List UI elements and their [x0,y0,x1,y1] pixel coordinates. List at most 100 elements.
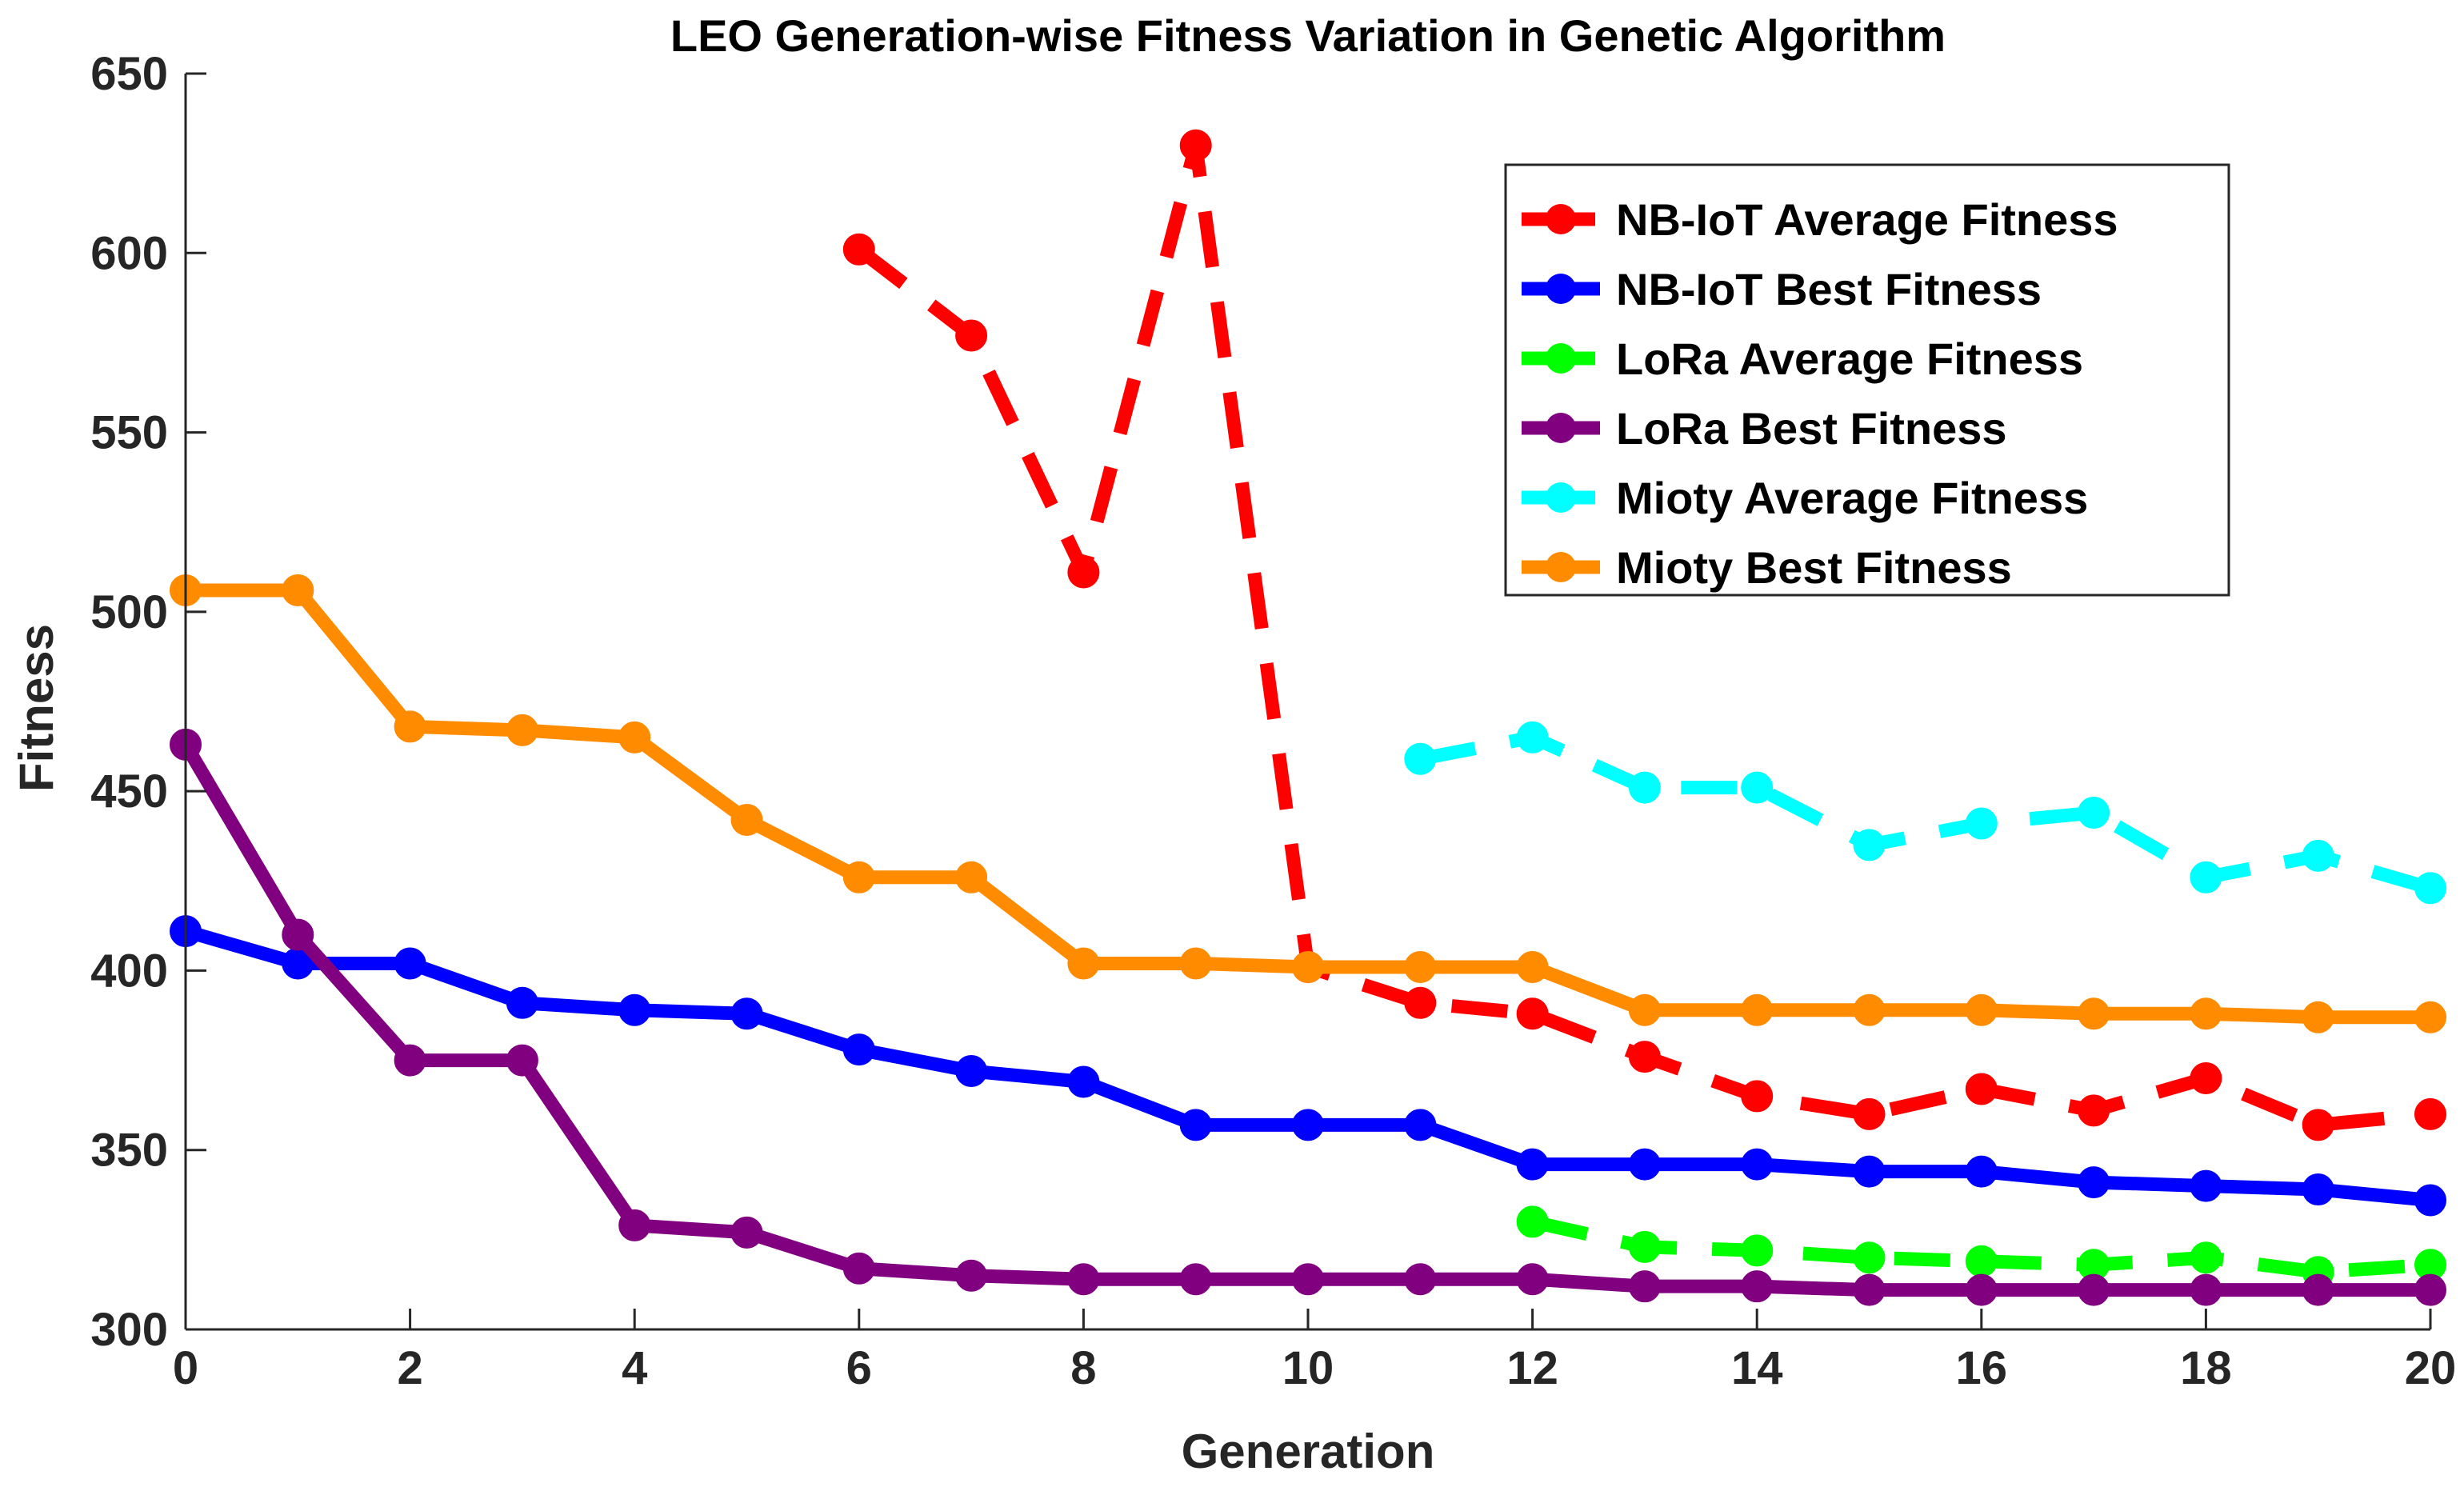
data-point-5 [842,861,875,893]
legend-marker-3 [1546,413,1576,443]
data-point-4 [2414,872,2446,905]
legend-label: Mioty Average Fitness [1616,473,2088,523]
legend-label: LoRa Best Fitness [1616,403,2007,454]
data-point-1 [2190,1169,2222,1202]
data-point-5 [1404,950,1437,983]
legend-marker-2 [1546,343,1576,374]
data-point-5 [1516,950,1549,983]
y-tick-label: 600 [90,227,168,279]
data-point-4 [1741,771,1774,804]
data-point-0 [1067,556,1100,589]
data-point-3 [1516,1263,1549,1296]
data-point-3 [282,918,314,951]
legend-label: Mioty Best Fitness [1616,542,2012,593]
data-point-5 [618,721,651,753]
data-point-5 [394,710,426,743]
series-line-2 [1530,1215,2431,1279]
data-point-1 [394,947,426,980]
data-point-5 [955,861,988,893]
data-point-2 [1853,1241,1886,1274]
data-point-0 [1741,1080,1774,1113]
x-axis-label: Generation [1182,1425,1435,1478]
data-point-2 [2190,1241,2222,1274]
y-tick-label: 650 [90,48,168,100]
data-point-4 [2078,797,2110,829]
data-point-1 [1067,1065,1100,1098]
y-tick-label: 500 [90,586,168,638]
legend: NB-IoT Average Fitness NB-IoT Best Fitnes… [1504,163,2230,597]
x-tick-label: 10 [1282,1342,1334,1394]
data-point-4 [1516,721,1549,753]
data-point-3 [2190,1273,2222,1306]
x-tick-label: 14 [1731,1342,1783,1394]
data-point-5 [1292,950,1324,983]
data-point-5 [1853,993,1886,1026]
data-point-0 [1404,986,1437,1019]
legend-marker-1 [1546,274,1576,304]
legend-marker-0 [1546,204,1576,234]
data-point-3 [730,1216,763,1249]
data-point-5 [1628,993,1661,1026]
data-point-3 [394,1044,426,1077]
data-point-5 [1965,993,1998,1026]
data-point-1 [1516,1148,1549,1181]
data-point-0 [2414,1097,2446,1130]
data-point-4 [1404,742,1437,775]
data-point-1 [618,993,651,1026]
data-point-1 [1628,1148,1661,1181]
data-point-4 [1628,771,1661,804]
data-point-0 [1853,1097,1886,1130]
data-point-1 [506,986,538,1019]
y-tick-label: 450 [90,765,168,817]
x-tick-label: 12 [1506,1342,1558,1394]
y-tick-label: 400 [90,945,168,997]
data-point-3 [1292,1263,1324,1296]
data-point-2 [1965,1245,1998,1277]
data-point-5 [1067,947,1100,980]
data-point-4 [1965,807,1998,840]
data-point-1 [1404,1109,1437,1141]
data-point-3 [842,1252,875,1285]
axes: 0 2 4 6 8 10 12 14 16 18 20 300 350 400 450 500 550 600 65… [90,48,2456,1394]
legend-box [1504,163,2230,597]
data-point-0 [2302,1109,2334,1141]
data-point-5 [730,804,763,837]
data-point-1 [1292,1109,1324,1141]
legend-marker-4 [1546,482,1576,513]
legend-marker-5 [1546,552,1576,582]
data-point-0 [1516,997,1549,1030]
y-axis-label: Fitness [10,624,63,792]
data-point-0 [1179,129,1212,162]
data-point-5 [282,574,314,606]
legend-label: NB-IoT Average Fitness [1616,194,2118,245]
data-point-5 [1741,993,1774,1026]
data-point-0 [842,233,875,266]
data-point-3 [1628,1270,1661,1303]
x-tick-label: 16 [1956,1342,2008,1394]
data-point-5 [1179,947,1212,980]
x-tick-label: 4 [622,1342,647,1394]
data-point-5 [2302,1001,2334,1033]
legend-label: LoRa Average Fitness [1616,334,2083,384]
data-point-3 [2414,1273,2446,1306]
data-point-5 [2190,997,2222,1030]
data-point-5 [506,714,538,746]
x-tick-label: 6 [846,1342,872,1394]
data-point-3 [1404,1263,1437,1296]
x-tick-label: 20 [2405,1342,2457,1394]
data-point-5 [2078,997,2110,1030]
y-tick-label: 300 [90,1304,168,1356]
data-point-1 [955,1055,988,1088]
y-tick-label: 550 [90,407,168,459]
chart-title: LEO Generation-wise Fitness Variation in… [670,10,1946,61]
data-point-1 [1965,1155,1998,1188]
y-tick-label: 350 [90,1125,168,1177]
data-point-1 [2414,1184,2446,1217]
data-point-0 [2078,1094,2110,1127]
data-point-3 [1179,1263,1212,1296]
x-tick-label: 18 [2180,1342,2232,1394]
data-point-3 [1853,1273,1886,1306]
data-point-4 [2302,839,2334,872]
